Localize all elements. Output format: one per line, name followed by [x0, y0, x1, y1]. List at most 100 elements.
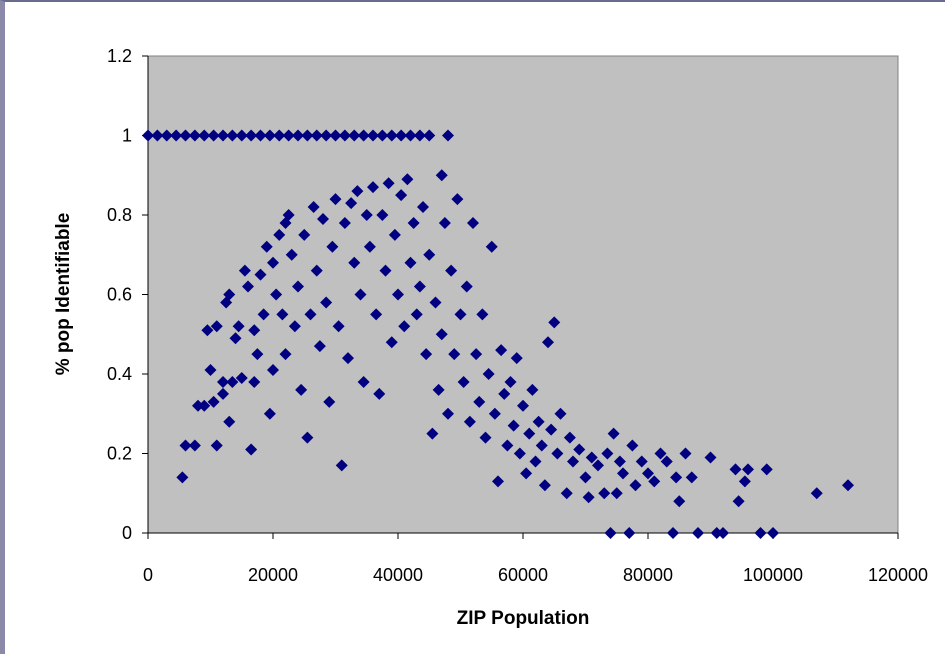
data-point — [473, 395, 486, 408]
data-point — [288, 320, 301, 333]
data-point — [273, 228, 286, 241]
data-point — [520, 467, 533, 480]
data-point — [223, 288, 236, 301]
data-point — [404, 256, 417, 269]
data-point — [704, 451, 717, 464]
data-point — [523, 427, 536, 440]
data-point — [548, 316, 561, 329]
data-point — [692, 527, 704, 539]
data-point — [342, 352, 354, 365]
data-point — [535, 439, 548, 452]
data-point — [276, 308, 289, 321]
data-point — [754, 527, 767, 539]
data-point — [292, 280, 304, 293]
y-tick-label: 1 — [122, 126, 132, 146]
data-point — [351, 185, 364, 198]
data-point — [592, 459, 604, 472]
data-point — [545, 423, 558, 436]
data-point — [382, 177, 395, 190]
data-point — [338, 129, 351, 142]
data-point — [601, 447, 614, 460]
data-point — [729, 463, 742, 476]
data-point — [460, 280, 473, 293]
data-point — [207, 129, 220, 142]
data-point — [345, 197, 358, 210]
data-point — [198, 399, 211, 412]
data-point — [442, 129, 454, 142]
data-point — [229, 332, 242, 345]
data-point — [313, 340, 326, 353]
data-point — [251, 348, 264, 361]
data-point — [395, 129, 408, 142]
data-point — [298, 228, 311, 241]
data-point — [217, 129, 229, 142]
data-point — [357, 375, 370, 388]
data-point — [310, 129, 323, 142]
data-point — [301, 431, 314, 444]
data-point — [463, 415, 476, 428]
data-point — [648, 475, 661, 488]
data-point — [267, 364, 279, 377]
data-point — [420, 348, 433, 361]
data-point — [151, 129, 164, 142]
data-point — [363, 240, 376, 253]
data-point — [660, 455, 673, 468]
x-axis-title: ZIP Population — [457, 608, 590, 629]
data-point — [310, 264, 323, 277]
data-point — [304, 308, 317, 321]
data-point — [357, 129, 370, 142]
data-point — [435, 328, 448, 341]
data-point — [207, 395, 220, 408]
data-point — [223, 415, 236, 428]
data-point — [585, 451, 598, 464]
data-point — [170, 129, 183, 142]
data-point — [263, 129, 276, 142]
data-point — [417, 201, 429, 214]
scatter-chart: 0 0.2 0.4 0.6 0.8 1 1.2 0 20000 40000 60000 80000 1… — [53, 46, 928, 629]
data-point — [670, 471, 683, 484]
data-point — [432, 383, 445, 396]
data-point — [348, 256, 361, 269]
x-tick-label: 40000 — [373, 565, 423, 585]
data-point — [395, 189, 408, 202]
data-point — [404, 129, 417, 142]
data-point — [451, 193, 464, 206]
data-point — [282, 129, 295, 142]
data-point — [551, 447, 564, 460]
data-point — [479, 431, 492, 444]
plot-area — [147, 55, 899, 534]
data-point — [554, 407, 567, 420]
data-point — [210, 320, 223, 333]
data-point — [142, 129, 154, 142]
data-point — [245, 129, 258, 142]
data-point — [738, 475, 751, 488]
x-tick-label: 60000 — [498, 565, 548, 585]
data-point — [263, 407, 276, 420]
data-point — [579, 471, 592, 484]
data-point — [642, 467, 654, 480]
data-point — [376, 209, 389, 221]
data-point — [510, 352, 523, 365]
data-point — [501, 439, 514, 452]
data-point — [176, 471, 189, 484]
data-point — [160, 129, 173, 142]
y-tick-label: 0 — [122, 523, 132, 543]
data-point — [226, 129, 239, 142]
data-point — [442, 407, 454, 420]
x-tick-label: 100000 — [743, 565, 803, 585]
data-point — [198, 129, 211, 142]
data-point — [257, 308, 270, 321]
data-point — [279, 348, 292, 361]
data-point — [526, 383, 539, 396]
data-point — [204, 364, 217, 377]
data-point — [517, 399, 529, 412]
data-point — [235, 129, 248, 142]
data-point — [560, 487, 573, 500]
data-point — [301, 129, 314, 142]
data-point — [482, 368, 495, 380]
data-point — [248, 324, 261, 337]
data-point — [335, 459, 348, 472]
data-point — [329, 129, 342, 142]
data-point — [273, 129, 286, 142]
